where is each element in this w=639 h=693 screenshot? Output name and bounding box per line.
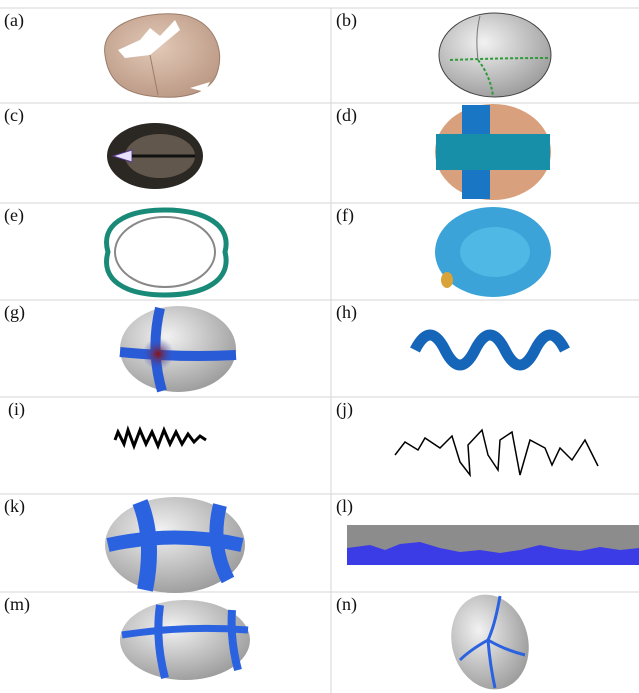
figure: (a) (b) (c) (d) (e) (f) (g) (h) (i) (j) … [0,0,639,693]
suture-j [395,430,598,475]
skull-b [439,13,551,97]
strip-l [347,525,639,565]
panel-label: (c) [4,105,24,126]
skull-f [435,207,551,297]
panel-label: (n) [336,594,357,615]
grid-lines [0,8,639,693]
panel-label: (a) [4,10,24,31]
panel-label: (k) [4,496,25,517]
panel-label: (j) [336,399,353,420]
ring-e [107,210,227,295]
skull-a [105,14,220,97]
panel-label: (d) [336,105,357,126]
panel-label: (i) [8,399,25,420]
panel-label: (m) [4,594,30,615]
suture-i [115,430,206,446]
panel-label: (f) [336,205,354,226]
skull-k [105,497,245,593]
skull-d [435,104,551,200]
skull-m [120,600,250,680]
panel-label: (h) [336,302,357,323]
skull-n [441,586,539,693]
panel-label: (l) [336,496,353,517]
skull-c [107,123,203,189]
skull-g [120,306,236,392]
panel-label: (b) [336,10,357,31]
panel-label: (g) [4,302,25,323]
wave-h [415,335,565,365]
panel-label: (e) [4,205,24,226]
